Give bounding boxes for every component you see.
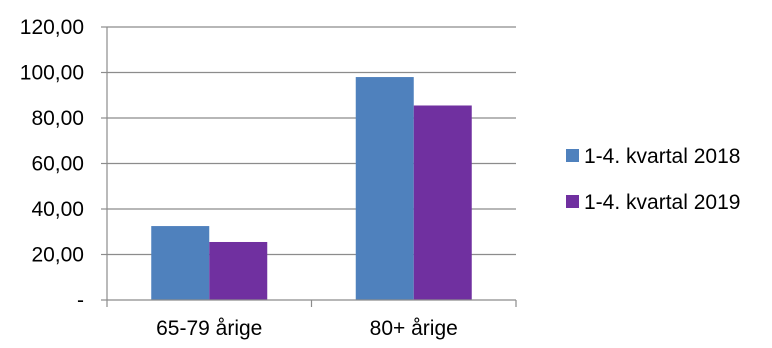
y-tick-label: 120,00 — [20, 16, 84, 39]
y-tick-label: 60,00 — [31, 153, 84, 176]
legend-swatch — [566, 149, 579, 162]
category-labels: 65-79 årige 80+ årige — [156, 317, 458, 340]
y-tick-label: - — [77, 289, 84, 312]
axes — [101, 26, 517, 307]
y-tick-label: 40,00 — [31, 198, 84, 221]
legend-swatch — [566, 195, 579, 208]
bar — [151, 226, 210, 300]
bar — [355, 77, 414, 300]
y-tick-label: 80,00 — [31, 107, 84, 130]
legend: 1-4. kvartal 2018 1-4. kvartal 2019 — [566, 145, 740, 214]
bar — [209, 241, 268, 300]
bars — [151, 77, 472, 300]
category-label: 65-79 årige — [156, 317, 262, 340]
bar — [413, 105, 472, 300]
y-tick-labels: - 20,00 40,00 60,00 80,00 100,00 120,00 — [20, 16, 84, 312]
y-tick-label: 20,00 — [31, 244, 84, 267]
legend-label: 1-4. kvartal 2019 — [584, 191, 740, 214]
y-tick-label: 100,00 — [20, 62, 84, 85]
category-label: 80+ årige — [370, 317, 458, 340]
legend-label: 1-4. kvartal 2018 — [584, 145, 740, 168]
